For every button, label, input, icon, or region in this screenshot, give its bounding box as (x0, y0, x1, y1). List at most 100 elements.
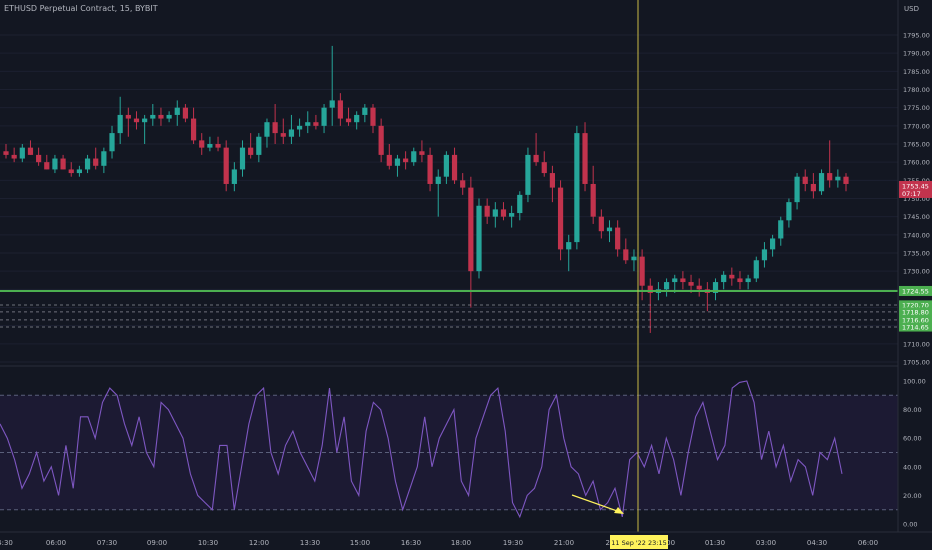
level-label-bg (899, 322, 932, 332)
time-tick-label: 01:30 (705, 539, 725, 547)
oscillator-tick-label: 40.00 (903, 463, 922, 471)
candle-body (517, 194, 523, 214)
candle-body (794, 176, 800, 203)
candle-body (11, 154, 17, 159)
candle-body (476, 205, 482, 272)
time-tick-label: 16:30 (401, 539, 421, 547)
candle-body (403, 158, 409, 163)
candle-body (215, 144, 221, 148)
price-tick-label: 1765.00 (903, 141, 930, 149)
candle-body (647, 285, 653, 293)
price-tick-label: 1745.00 (903, 213, 930, 221)
candle-body (117, 114, 123, 134)
candle-body (460, 180, 466, 188)
price-tick-label: 1790.00 (903, 50, 930, 58)
candle-body (288, 129, 295, 137)
candle-body (468, 187, 474, 272)
candle-body (207, 144, 213, 148)
price-levels (0, 289, 898, 328)
candle-body (549, 173, 556, 188)
candle-body (248, 147, 254, 155)
candle-body (451, 154, 458, 181)
candle-body (182, 107, 189, 119)
oscillator-series (0, 380, 843, 519)
time-tick-label: 12:00 (249, 539, 269, 547)
candle-body (566, 242, 572, 250)
price-tick-label: 1760.00 (903, 159, 930, 167)
level-label: 1716.60 (902, 316, 929, 324)
current-price-label: 1753.45 (902, 182, 929, 190)
price-tick-label: 1705.00 (903, 359, 930, 367)
candle-body (231, 169, 237, 184)
time-tick-label: 06:00 (46, 539, 66, 547)
oscillator-tick-label: 60.00 (903, 435, 922, 443)
candle-body (590, 183, 596, 217)
candle-body (133, 118, 140, 123)
time-tick-label: 10:30 (198, 539, 218, 547)
level-label: 1714.65 (902, 323, 929, 331)
candle-body (190, 118, 197, 141)
candle-body (712, 282, 719, 293)
crosshair-date-label-bg (610, 535, 668, 549)
candle-body (337, 100, 343, 119)
candle-body (835, 176, 841, 181)
candle-body (60, 158, 66, 170)
candle-body (843, 176, 849, 184)
candle-body (321, 107, 327, 126)
time-tick-label: 19:30 (503, 539, 523, 547)
candle-body (329, 100, 335, 108)
candle-body (411, 151, 417, 163)
oscillator-tick-label: 100.00 (903, 378, 926, 386)
candle-body (696, 285, 702, 290)
candle-body (362, 107, 368, 115)
time-tick-label: 4:30 (0, 539, 13, 547)
candle-body (827, 173, 833, 181)
candle-body (786, 202, 792, 221)
price-tick-label: 1795.00 (903, 32, 930, 40)
candle-body (93, 158, 99, 166)
candle-body (296, 125, 303, 130)
oscillator-pane (0, 394, 898, 511)
candle-body (533, 154, 539, 163)
candle-body (272, 122, 278, 134)
price-axis[interactable]: USD 1795.00 1790.00 1785.00 1780.00 1775.00 17… (897, 0, 932, 550)
candle-body (631, 256, 637, 261)
candle-body (680, 278, 686, 283)
oscillator-axis: 100.00 80.00 60.00 40.00 20.00 0.00 (903, 378, 926, 529)
candle-body (142, 118, 148, 123)
time-tick-label: 21:00 (554, 539, 574, 547)
time-tick-label: 06:00 (858, 539, 878, 547)
price-axis-currency: USD (904, 5, 919, 13)
candle-body (623, 249, 629, 261)
candle-body (672, 278, 678, 283)
candle-body (761, 249, 768, 261)
oscillator-line (0, 380, 843, 519)
candlestick-series (3, 45, 849, 333)
time-tick-label: 07:30 (97, 539, 117, 547)
candle-body (36, 154, 42, 163)
candle-body (427, 154, 433, 184)
current-price-label-bg (899, 180, 932, 198)
candle-body (101, 151, 107, 166)
candle-body (443, 154, 449, 177)
candle-body (639, 256, 645, 286)
candle-body (615, 227, 621, 250)
candle-body (280, 133, 286, 137)
time-axis[interactable]: 4:30 06:00 07:30 09:00 10:30 12:00 13:30 15:00 1… (0, 531, 932, 549)
candle-body (663, 282, 670, 290)
candle-body (394, 158, 401, 166)
candle-body (745, 278, 751, 283)
time-tick-label: 18:00 (451, 539, 471, 547)
level-label-bg (899, 307, 932, 317)
support-label: 1724.55 (902, 287, 929, 295)
time-tick-label: 15:00 (350, 539, 370, 547)
candle-body (52, 158, 58, 170)
candle-body (509, 213, 515, 217)
crosshair-date-label: 11 Sep '22 23:15 (611, 539, 667, 547)
price-tick-label: 1775.00 (903, 104, 930, 112)
candle-body (68, 169, 74, 174)
price-tick-label: 1710.00 (903, 340, 930, 348)
candle-body (256, 136, 262, 155)
symbol-title[interactable]: ETHUSD Perpetual Contract, 15, BYBIT (4, 4, 158, 13)
